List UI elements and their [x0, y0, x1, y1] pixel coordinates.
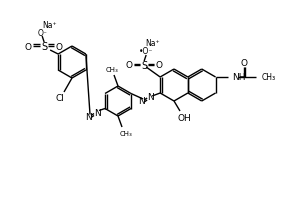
Text: NH: NH — [233, 73, 246, 82]
Text: S: S — [41, 42, 47, 52]
Text: N: N — [138, 97, 145, 106]
Text: S: S — [141, 61, 147, 71]
Text: O: O — [56, 42, 63, 51]
Text: Na⁺: Na⁺ — [42, 20, 56, 29]
Text: N: N — [94, 108, 100, 117]
Text: CH₃: CH₃ — [261, 73, 276, 82]
Text: CH₃: CH₃ — [120, 130, 132, 136]
Text: O: O — [25, 42, 32, 51]
Text: N: N — [147, 93, 153, 102]
Text: Cl: Cl — [55, 94, 65, 103]
Text: N: N — [85, 112, 91, 121]
Text: O: O — [156, 61, 163, 70]
Text: CH₃: CH₃ — [106, 67, 118, 73]
Text: O: O — [126, 61, 133, 70]
Text: O⁻: O⁻ — [37, 29, 47, 38]
Text: OH: OH — [177, 114, 191, 123]
Text: Na⁺: Na⁺ — [145, 39, 159, 48]
Text: O: O — [240, 58, 247, 67]
Text: •O⁻: •O⁻ — [139, 47, 153, 56]
